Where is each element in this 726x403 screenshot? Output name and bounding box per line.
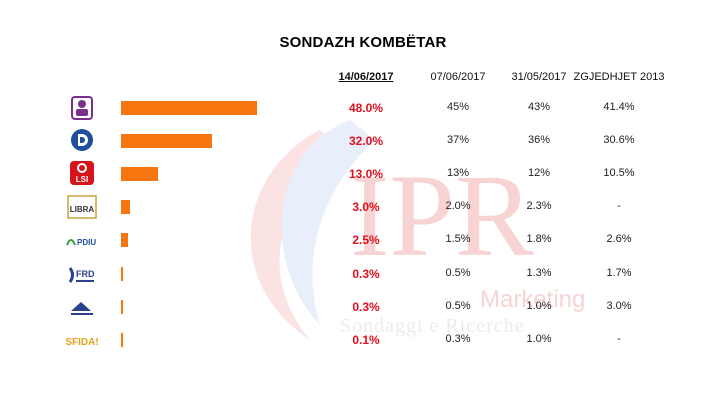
value-cell: 0.3% (352, 300, 380, 314)
watermark-line1: Marketing (480, 286, 586, 313)
pdiu-logo-icon: PDIU (64, 228, 100, 254)
value-cell: 45% (446, 101, 470, 113)
bar-sfida (121, 333, 123, 347)
value-cell: 32.0% (348, 134, 384, 148)
bar-frd (121, 267, 123, 281)
value-cell: 1.7% (606, 267, 632, 279)
value-cell: 2.0% (445, 200, 471, 212)
libra-logo-text: LIBRA (70, 205, 95, 214)
value-cell: 36% (527, 134, 551, 146)
column-header-prev2: 31/05/2017 (511, 71, 567, 83)
bar-pd (121, 134, 212, 148)
pd-logo-icon (64, 127, 100, 153)
sfida-logo-icon: SFIDA! (64, 328, 100, 354)
bar-ps (121, 101, 257, 115)
value-cell: 48.0% (348, 101, 384, 115)
psd-logo-icon (64, 296, 100, 322)
column-header-2013: ZGJEDHJET 2013 (573, 71, 665, 83)
lsi-logo-icon: LSI (64, 160, 100, 186)
column-header-prev1: 07/06/2017 (430, 71, 486, 83)
watermark-swoosh-icon (250, 120, 375, 340)
value-cell: - (617, 200, 621, 212)
frd-logo-text: FRD (76, 269, 95, 279)
watermark: IPR Marketing Sondaggi e Ricerche (200, 110, 620, 370)
libra-logo-icon: LIBRA (64, 194, 100, 220)
lsi-logo-text: LSI (76, 175, 88, 184)
value-cell: 2.3% (526, 200, 552, 212)
value-cell: 30.6% (603, 134, 635, 146)
value-cell: 1.0% (526, 333, 552, 345)
watermark-logo-text: IPR (350, 150, 534, 281)
ps-logo-icon (64, 95, 100, 121)
value-cell: 0.1% (352, 333, 380, 347)
value-cell: 10.5% (603, 167, 635, 179)
value-cell: 0.5% (445, 267, 471, 279)
value-cell: 1.3% (526, 267, 552, 279)
watermark-line2: Sondaggi e Ricerche (340, 315, 525, 337)
value-cell: 2.6% (606, 233, 632, 245)
value-cell: 2.5% (352, 233, 380, 247)
frd-logo-icon: FRD (64, 262, 100, 288)
value-cell: 43% (527, 101, 551, 113)
value-cell: 1.0% (526, 300, 552, 312)
value-cell: 1.5% (445, 233, 471, 245)
chart-title: SONDAZH KOMBËTAR (279, 34, 447, 51)
value-cell: 13% (446, 167, 470, 179)
bar-pdiu (121, 233, 129, 247)
value-cell: 3.0% (606, 300, 632, 312)
value-cell: - (617, 333, 621, 345)
column-header-current: 14/06/2017 (338, 71, 394, 83)
bar-psd (121, 300, 123, 314)
value-cell: 0.5% (445, 300, 471, 312)
value-cell: 37% (446, 134, 470, 146)
value-cell: 13.0% (348, 167, 384, 181)
value-cell: 1.8% (526, 233, 552, 245)
value-cell: 41.4% (603, 101, 635, 113)
pdiu-logo-text: PDIU (77, 238, 96, 247)
sfida-logo-text: SFIDA! (66, 337, 98, 348)
value-cell: 0.3% (445, 333, 471, 345)
bar-libra (121, 200, 130, 214)
value-cell: 3.0% (352, 200, 380, 214)
bar-lsi (121, 167, 158, 181)
value-cell: 12% (527, 167, 551, 179)
value-cell: 0.3% (352, 267, 380, 281)
